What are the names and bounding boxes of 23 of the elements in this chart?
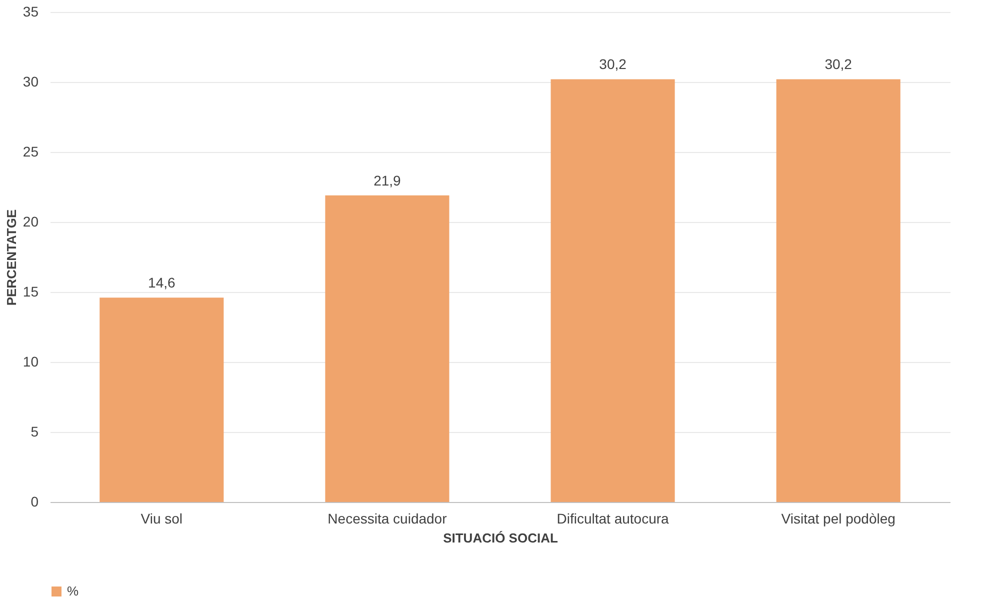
y-tick-label: 5	[30, 424, 39, 440]
y-tick-label: 20	[22, 214, 39, 230]
y-tick-label: 10	[22, 354, 39, 370]
legend-label: %	[67, 584, 79, 598]
y-tick-label: 15	[22, 284, 39, 300]
y-tick-label: 30	[22, 74, 39, 90]
x-tick-label: Viu sol	[140, 510, 183, 526]
x-tick-label: Visitat pel podòleg	[781, 510, 896, 526]
x-axis-title: SITUACIÓ SOCIAL	[443, 530, 558, 546]
text: 21,9	[374, 172, 401, 188]
text: 14,6	[148, 274, 176, 291]
bar	[550, 79, 675, 502]
bar	[100, 298, 224, 502]
x-tick-label: Necessita cuidador	[328, 510, 448, 526]
x-tick-label: Dificultat autocura	[556, 510, 670, 526]
text: 30,2	[599, 56, 626, 72]
bar	[325, 195, 450, 502]
bar	[776, 79, 900, 502]
text: 30,2	[824, 56, 852, 72]
y-tick-label: 35	[22, 4, 39, 20]
y-tick-label: 25	[22, 144, 39, 160]
y-axis-title: PERCENTATGE	[4, 209, 19, 306]
y-tick-label: 0	[30, 494, 39, 510]
